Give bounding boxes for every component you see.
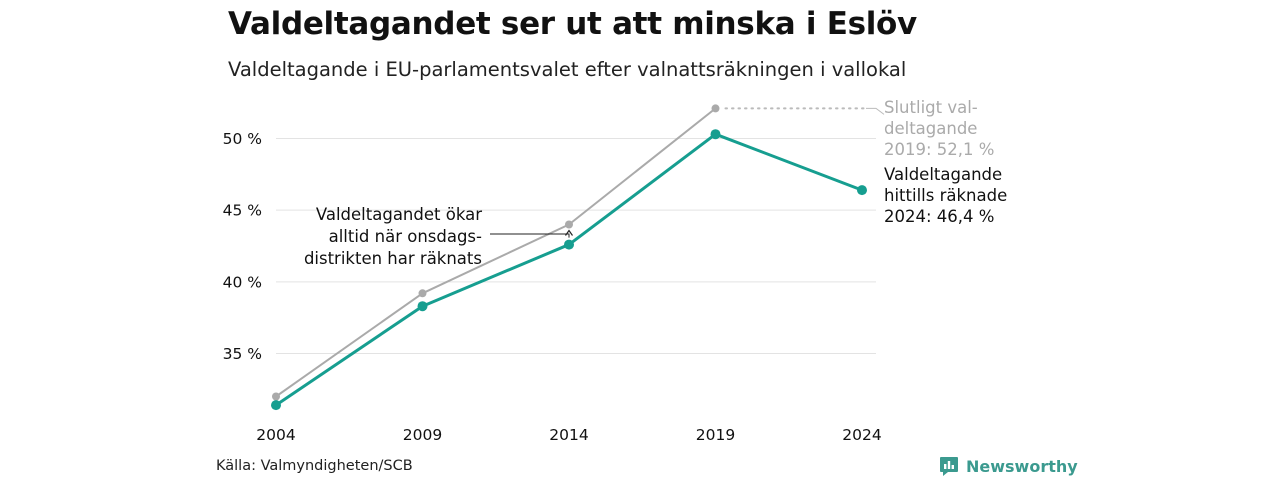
x-tick-label: 2014 bbox=[549, 426, 588, 444]
final-turnout-point bbox=[711, 104, 720, 113]
y-axis-ticks: 35 % 40 % 45 % 50 % bbox=[223, 130, 262, 363]
x-tick-label: 2019 bbox=[696, 426, 735, 444]
annotations: Slutligt val-deltagande 2019: 52,1 % Valde… bbox=[304, 98, 1007, 268]
counted-turnout-label: hittills räknade bbox=[884, 186, 1007, 205]
x-tick-label: 2009 bbox=[403, 426, 442, 444]
final-turnout-point bbox=[565, 220, 573, 229]
chart-subtitle: Valdeltagande i EU-parlamentsvalet efter… bbox=[228, 58, 907, 81]
counted-turnout-point bbox=[857, 185, 867, 196]
source-note: Källa: Valmyndigheten/SCB bbox=[216, 458, 413, 474]
x-tick-label: 2004 bbox=[256, 426, 295, 444]
x-tick-label: 2024 bbox=[842, 426, 881, 444]
counted-turnout-point bbox=[710, 129, 721, 140]
y-tick-label: 50 % bbox=[223, 130, 262, 148]
newsworthy-icon bbox=[940, 457, 958, 476]
gridlines bbox=[276, 138, 876, 354]
note-label: Valdeltagandet ökar bbox=[316, 205, 482, 224]
newsworthy-logo: Newsworthy bbox=[938, 455, 1078, 477]
final-turnout-line bbox=[275, 107, 717, 398]
final-turnout-point bbox=[272, 392, 280, 401]
note-arrow-head bbox=[565, 229, 573, 236]
final-turnout-label: Slutligt val- bbox=[884, 98, 978, 117]
counted-turnout-line bbox=[275, 132, 863, 407]
y-tick-label: 40 % bbox=[223, 273, 262, 291]
series bbox=[271, 104, 867, 411]
y-tick-label: 45 % bbox=[223, 202, 262, 220]
final-leader-elbow bbox=[866, 107, 885, 115]
y-tick-label: 35 % bbox=[223, 345, 262, 363]
chart-title: Valdeltagandet ser ut att minska i Eslöv bbox=[228, 6, 917, 42]
counted-turnout-label: Valdeltagande bbox=[884, 165, 1002, 184]
brand-name: Newsworthy bbox=[966, 456, 1078, 476]
counted-turnout-point bbox=[271, 400, 281, 411]
final-turnout-label: 2019: 52,1 % bbox=[884, 140, 994, 159]
counted-turnout-label: 2024: 46,4 % bbox=[884, 207, 994, 226]
x-axis-ticks: 2004 2009 2014 2019 2024 bbox=[256, 426, 881, 444]
final-turnout-point bbox=[418, 289, 427, 298]
note-label: distrikten har räknats bbox=[304, 249, 482, 268]
counted-turnout-point bbox=[564, 239, 574, 250]
note-label: alltid när onsdags- bbox=[329, 227, 482, 246]
final-turnout-label: deltagande bbox=[884, 119, 977, 138]
counted-turnout-point bbox=[417, 301, 428, 312]
